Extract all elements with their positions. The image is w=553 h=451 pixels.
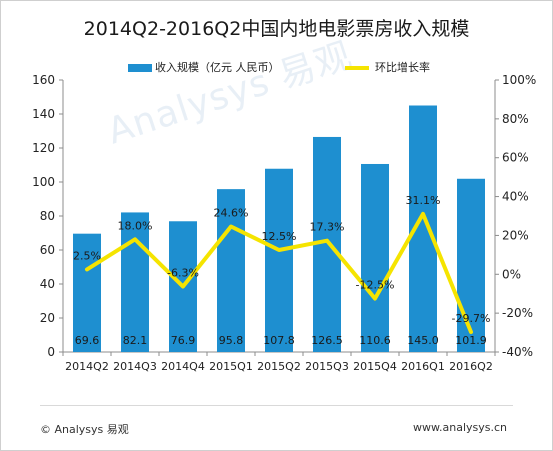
x-tick-label: 2014Q4	[161, 360, 205, 373]
y-right-tick-label: 0%	[502, 267, 521, 281]
footer-divider	[40, 405, 513, 406]
source-credit: © Analysys 易观	[40, 423, 129, 436]
website-url: www.analysys.cn	[413, 421, 507, 434]
growth-value-label: 2.5%	[73, 249, 101, 262]
growth-point-2015Q2	[277, 248, 281, 252]
y-right-tick-label: -20%	[502, 306, 533, 320]
x-tick-label: 2015Q2	[257, 360, 301, 373]
bar-value-label: 101.9	[455, 334, 487, 347]
x-tick-label: 2015Q1	[209, 360, 253, 373]
bar-2014Q3	[121, 212, 149, 352]
growth-point-2015Q1	[229, 224, 233, 228]
y-left-tick-label: 60	[40, 243, 55, 257]
chart-title: 2014Q2-2016Q2中国内地电影票房收入规模	[83, 18, 470, 40]
growth-value-label: -6.3%	[167, 267, 199, 280]
y-left-tick-label: 0	[47, 345, 55, 359]
y-left-tick-label: 120	[32, 141, 55, 155]
legend-label-growth: 环比增长率	[375, 61, 430, 74]
x-tick-label: 2016Q2	[449, 360, 493, 373]
growth-value-label: 12.5%	[262, 230, 297, 243]
bar-value-label: 145.0	[407, 334, 439, 347]
y-left-tick-label: 40	[40, 277, 55, 291]
growth-point-2014Q3	[133, 237, 137, 241]
legend-label-revenue: 收入规模（亿元 人民币）	[155, 61, 280, 74]
growth-point-2015Q4	[373, 297, 377, 301]
x-tick-label: 2014Q2	[65, 360, 109, 373]
y-right-tick-label: 60%	[502, 151, 529, 165]
y-right-tick-label: 80%	[502, 112, 529, 126]
growth-value-label: 17.3%	[310, 221, 345, 234]
legend-swatch-growth	[345, 66, 369, 70]
bar-value-label: 95.8	[219, 334, 244, 347]
x-tick-label: 2014Q3	[113, 360, 157, 373]
bar-2014Q2	[73, 233, 101, 352]
y-right-tick-label: 20%	[502, 228, 529, 242]
growth-point-2014Q4	[181, 285, 185, 289]
bar-value-label: 82.1	[123, 334, 148, 347]
bar-value-label: 107.8	[263, 334, 295, 347]
growth-point-2016Q2	[469, 330, 473, 334]
bar-value-label: 126.5	[311, 334, 343, 347]
bar-value-label: 110.6	[359, 334, 391, 347]
y-right-tick-label: 100%	[502, 73, 536, 87]
growth-point-2015Q3	[325, 239, 329, 243]
growth-value-label: 18.0%	[118, 219, 153, 232]
x-tick-label: 2015Q4	[353, 360, 397, 373]
growth-value-label: 31.1%	[406, 194, 441, 207]
growth-point-2016Q1	[421, 212, 425, 216]
x-tick-label: 2015Q3	[305, 360, 349, 373]
y-left-tick-label: 160	[32, 73, 55, 87]
legend: 收入规模（亿元 人民币） 环比增长率	[0, 58, 553, 78]
growth-value-label: -12.5%	[356, 279, 395, 292]
y-right-tick-label: -40%	[502, 345, 533, 359]
y-right-tick-label: 40%	[502, 190, 529, 204]
y-left-tick-label: 100	[32, 175, 55, 189]
growth-value-label: 24.6%	[214, 206, 249, 219]
growth-value-label: -29.7%	[452, 312, 491, 325]
legend-swatch-revenue	[128, 64, 152, 72]
bar-value-label: 69.6	[75, 334, 100, 347]
bar-2015Q1	[217, 189, 245, 352]
bar-2016Q2	[457, 178, 485, 352]
y-left-tick-label: 80	[40, 209, 55, 223]
bar-2015Q2	[265, 168, 293, 352]
growth-point-2014Q2	[85, 267, 89, 271]
bar-value-label: 76.9	[171, 334, 196, 347]
y-left-tick-label: 20	[40, 311, 55, 325]
bar-2015Q4	[361, 163, 389, 352]
y-left-tick-label: 140	[32, 107, 55, 121]
x-tick-label: 2016Q1	[401, 360, 445, 373]
